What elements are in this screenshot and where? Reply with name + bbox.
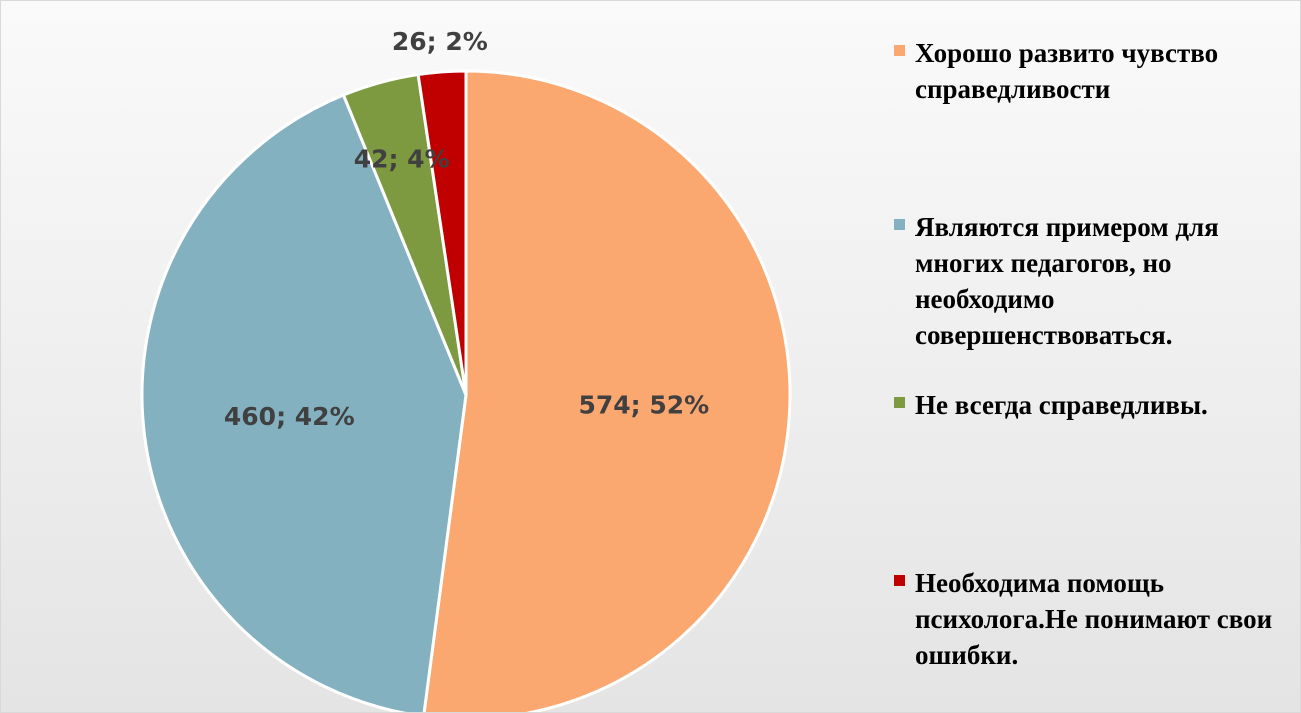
- legend-item: Необходима помощь психолога.Не понимают …: [894, 565, 1284, 673]
- pie-slice: [422, 69, 792, 712]
- legend-label: Хорошо развито чувство справедливости: [915, 38, 1219, 104]
- pie-area: 574; 52% 460; 42% 42; 4% 26; 2%: [140, 27, 792, 712]
- data-label: 42; 4%: [354, 145, 450, 174]
- legend-item: Не всегда справедливы.: [894, 387, 1284, 423]
- legend-swatch: [894, 45, 905, 56]
- legend-swatch: [894, 397, 905, 408]
- legend-swatch: [894, 219, 905, 230]
- pie-slice: [416, 69, 468, 396]
- legend-swatch: [894, 575, 905, 586]
- legend-item: Являются примером для многих педагогов, …: [894, 209, 1284, 353]
- legend-label: Являются примером для многих педагогов, …: [915, 212, 1219, 350]
- data-label: 460; 42%: [224, 402, 355, 431]
- legend-item: Хорошо развито чувство справедливости: [894, 35, 1284, 107]
- legend-label: Необходима помощь психолога.Не понимают …: [915, 568, 1273, 670]
- data-label: 574; 52%: [578, 391, 709, 420]
- pie-slice: [140, 93, 468, 712]
- data-label: 26; 2%: [392, 27, 488, 56]
- legend-label: Не всегда справедливы.: [915, 390, 1208, 420]
